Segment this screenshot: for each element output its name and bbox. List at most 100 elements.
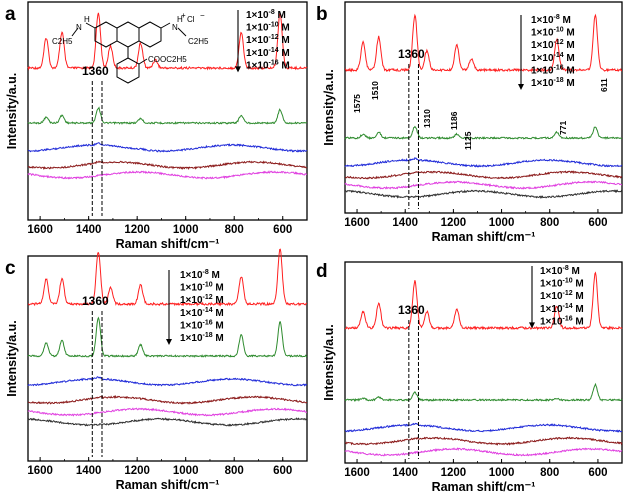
legend-entry: 1×10-16 M xyxy=(246,59,290,71)
x-tick-label: 1000 xyxy=(173,465,199,477)
x-tick-label: 800 xyxy=(540,217,559,229)
peak-label: 1310 xyxy=(422,109,432,128)
spectrum-line xyxy=(344,170,623,180)
y-axis-title: Intensity/a.u. xyxy=(322,69,336,145)
spectrum-line xyxy=(28,248,307,307)
x-tick-label: 1200 xyxy=(124,224,150,236)
legend-entry: 1×10-16 M xyxy=(540,315,584,327)
x-tick-label: 1600 xyxy=(344,217,370,229)
legend-entry: 1×10-12 M xyxy=(180,294,224,306)
spectrum-line xyxy=(27,12,308,71)
plot-frame xyxy=(344,261,623,464)
x-tick-label: 1000 xyxy=(489,217,515,229)
spectrum-line xyxy=(344,125,623,141)
legend-entry: 1×10-8 M xyxy=(531,14,571,26)
legend-entry: 1×10-14 M xyxy=(246,47,290,59)
spectrum-line xyxy=(27,170,308,180)
x-tick-label: 800 xyxy=(225,465,244,477)
molecule-bond-right-ethyl xyxy=(177,27,187,37)
plot-frame xyxy=(344,1,623,214)
panel-d: d 1600 1400 1200 1000 800 600 Raman shift/cm⁻¹ I… xyxy=(316,261,623,494)
peak-label: 611 xyxy=(599,78,609,92)
panel-letter: d xyxy=(316,261,328,282)
legend: 1×10-8 M1×10-10 M1×10-12 M1×10-14 M1×10-… xyxy=(166,269,224,345)
legend: 1×10-8 M1×10-10 M1×10-12 M1×10-14 M1×10-… xyxy=(518,14,575,90)
molecule-label: COOC2H5 xyxy=(148,55,187,64)
legend-arrowhead xyxy=(529,322,535,329)
x-axis-title: Raman shift/cm⁻¹ xyxy=(116,478,220,492)
legend-entry: 1×10-10 M xyxy=(180,282,224,294)
x-tick-label: 600 xyxy=(273,224,292,236)
legend-entry: 1×10-12 M xyxy=(540,290,584,302)
panel-letter: a xyxy=(5,4,16,25)
x-tick-label: 1600 xyxy=(27,224,53,236)
legend-entry: 1×10-10 M xyxy=(531,27,575,39)
molecule-label: C2H5 xyxy=(52,37,73,46)
legend-arrowhead xyxy=(518,84,524,90)
x-tick-label: 1000 xyxy=(489,467,515,479)
legend-entry: 1×10-18 M xyxy=(180,332,224,344)
legend-entry: 1×10-14 M xyxy=(180,307,224,319)
x-tick-label: 1600 xyxy=(27,465,53,477)
molecule-ring-center xyxy=(116,21,140,48)
legend-entry: 1×10-8 M xyxy=(180,269,220,281)
legend-entry: 1×10-16 M xyxy=(531,64,575,76)
panel-letter: c xyxy=(5,258,16,279)
y-axis-title: Intensity/a.u. xyxy=(322,324,336,400)
peak-marker-label: 1360 xyxy=(398,303,425,317)
x-tick-label: 800 xyxy=(540,467,559,479)
x-tick-label: 1000 xyxy=(173,224,199,236)
plot-frame xyxy=(27,255,308,462)
peak-label: 1510 xyxy=(370,81,380,100)
spectrum-line xyxy=(27,106,308,125)
spectrum-line xyxy=(344,156,623,168)
legend-entry: 1×10-18 M xyxy=(531,77,575,89)
spectrum-line xyxy=(344,180,622,190)
panel-letter: b xyxy=(316,4,328,25)
peak-marker-label: 1360 xyxy=(398,47,425,61)
x-tick-label: 600 xyxy=(588,217,607,229)
spectrum-line xyxy=(27,407,307,417)
molecule-label: H xyxy=(177,15,183,24)
peak-label: 1125 xyxy=(463,131,473,150)
legend-entry: 1×10-14 M xyxy=(540,303,584,315)
spectrum-line xyxy=(344,189,623,199)
spectrum-line xyxy=(27,160,307,170)
x-axis-title: Raman shift/cm⁻¹ xyxy=(116,237,220,251)
legend-entry: 1×10-14 M xyxy=(531,52,575,64)
molecule-label: Cl xyxy=(187,15,195,24)
panel-b: b 1600 1400 1200 1000 800 600 Raman shift/cm⁻¹ I… xyxy=(316,1,623,244)
peak-marker-label: 1360 xyxy=(82,294,109,308)
spectrum-line xyxy=(344,13,622,73)
spectrum-line xyxy=(344,382,623,402)
molecule-bond-left-n xyxy=(85,22,96,29)
spectrum-line xyxy=(27,142,308,153)
spectrum-line xyxy=(344,447,623,457)
molecule-bond-left-ethyl xyxy=(71,27,79,37)
legend: 1×10-8 M1×10-10 M1×10-12 M1×10-14 M1×10-… xyxy=(235,9,290,73)
spectrum-line xyxy=(27,417,308,427)
legend-entry: 1×10-16 M xyxy=(180,319,224,331)
x-tick-label: 1400 xyxy=(392,467,418,479)
legend-entry: 1×10-10 M xyxy=(246,22,290,34)
legend-entry: 1×10-12 M xyxy=(531,39,575,51)
plot-frame xyxy=(27,1,308,221)
molecule-label: + xyxy=(181,11,186,20)
spectrum-line xyxy=(344,436,623,446)
x-tick-label: 600 xyxy=(588,467,607,479)
y-axis-title: Intensity/a.u. xyxy=(5,73,19,149)
molecule-label: H xyxy=(84,15,90,24)
spectrum-line xyxy=(344,422,622,433)
molecule-label: − xyxy=(200,11,205,20)
molecule-label: C2H5 xyxy=(188,37,209,46)
x-axis-title: Raman shift/cm⁻¹ xyxy=(432,230,536,244)
x-tick-label: 1200 xyxy=(124,465,150,477)
spectrum-line xyxy=(344,271,623,331)
x-tick-label: 1400 xyxy=(76,465,102,477)
panel-c: c 1600 1400 1200 1000 800 600 Raman shift/cm⁻¹ I… xyxy=(5,248,308,492)
molecule-ring-right xyxy=(138,21,162,48)
peak-label: 1186 xyxy=(449,111,459,130)
legend-arrowhead xyxy=(166,339,172,345)
x-tick-label: 1600 xyxy=(344,467,370,479)
